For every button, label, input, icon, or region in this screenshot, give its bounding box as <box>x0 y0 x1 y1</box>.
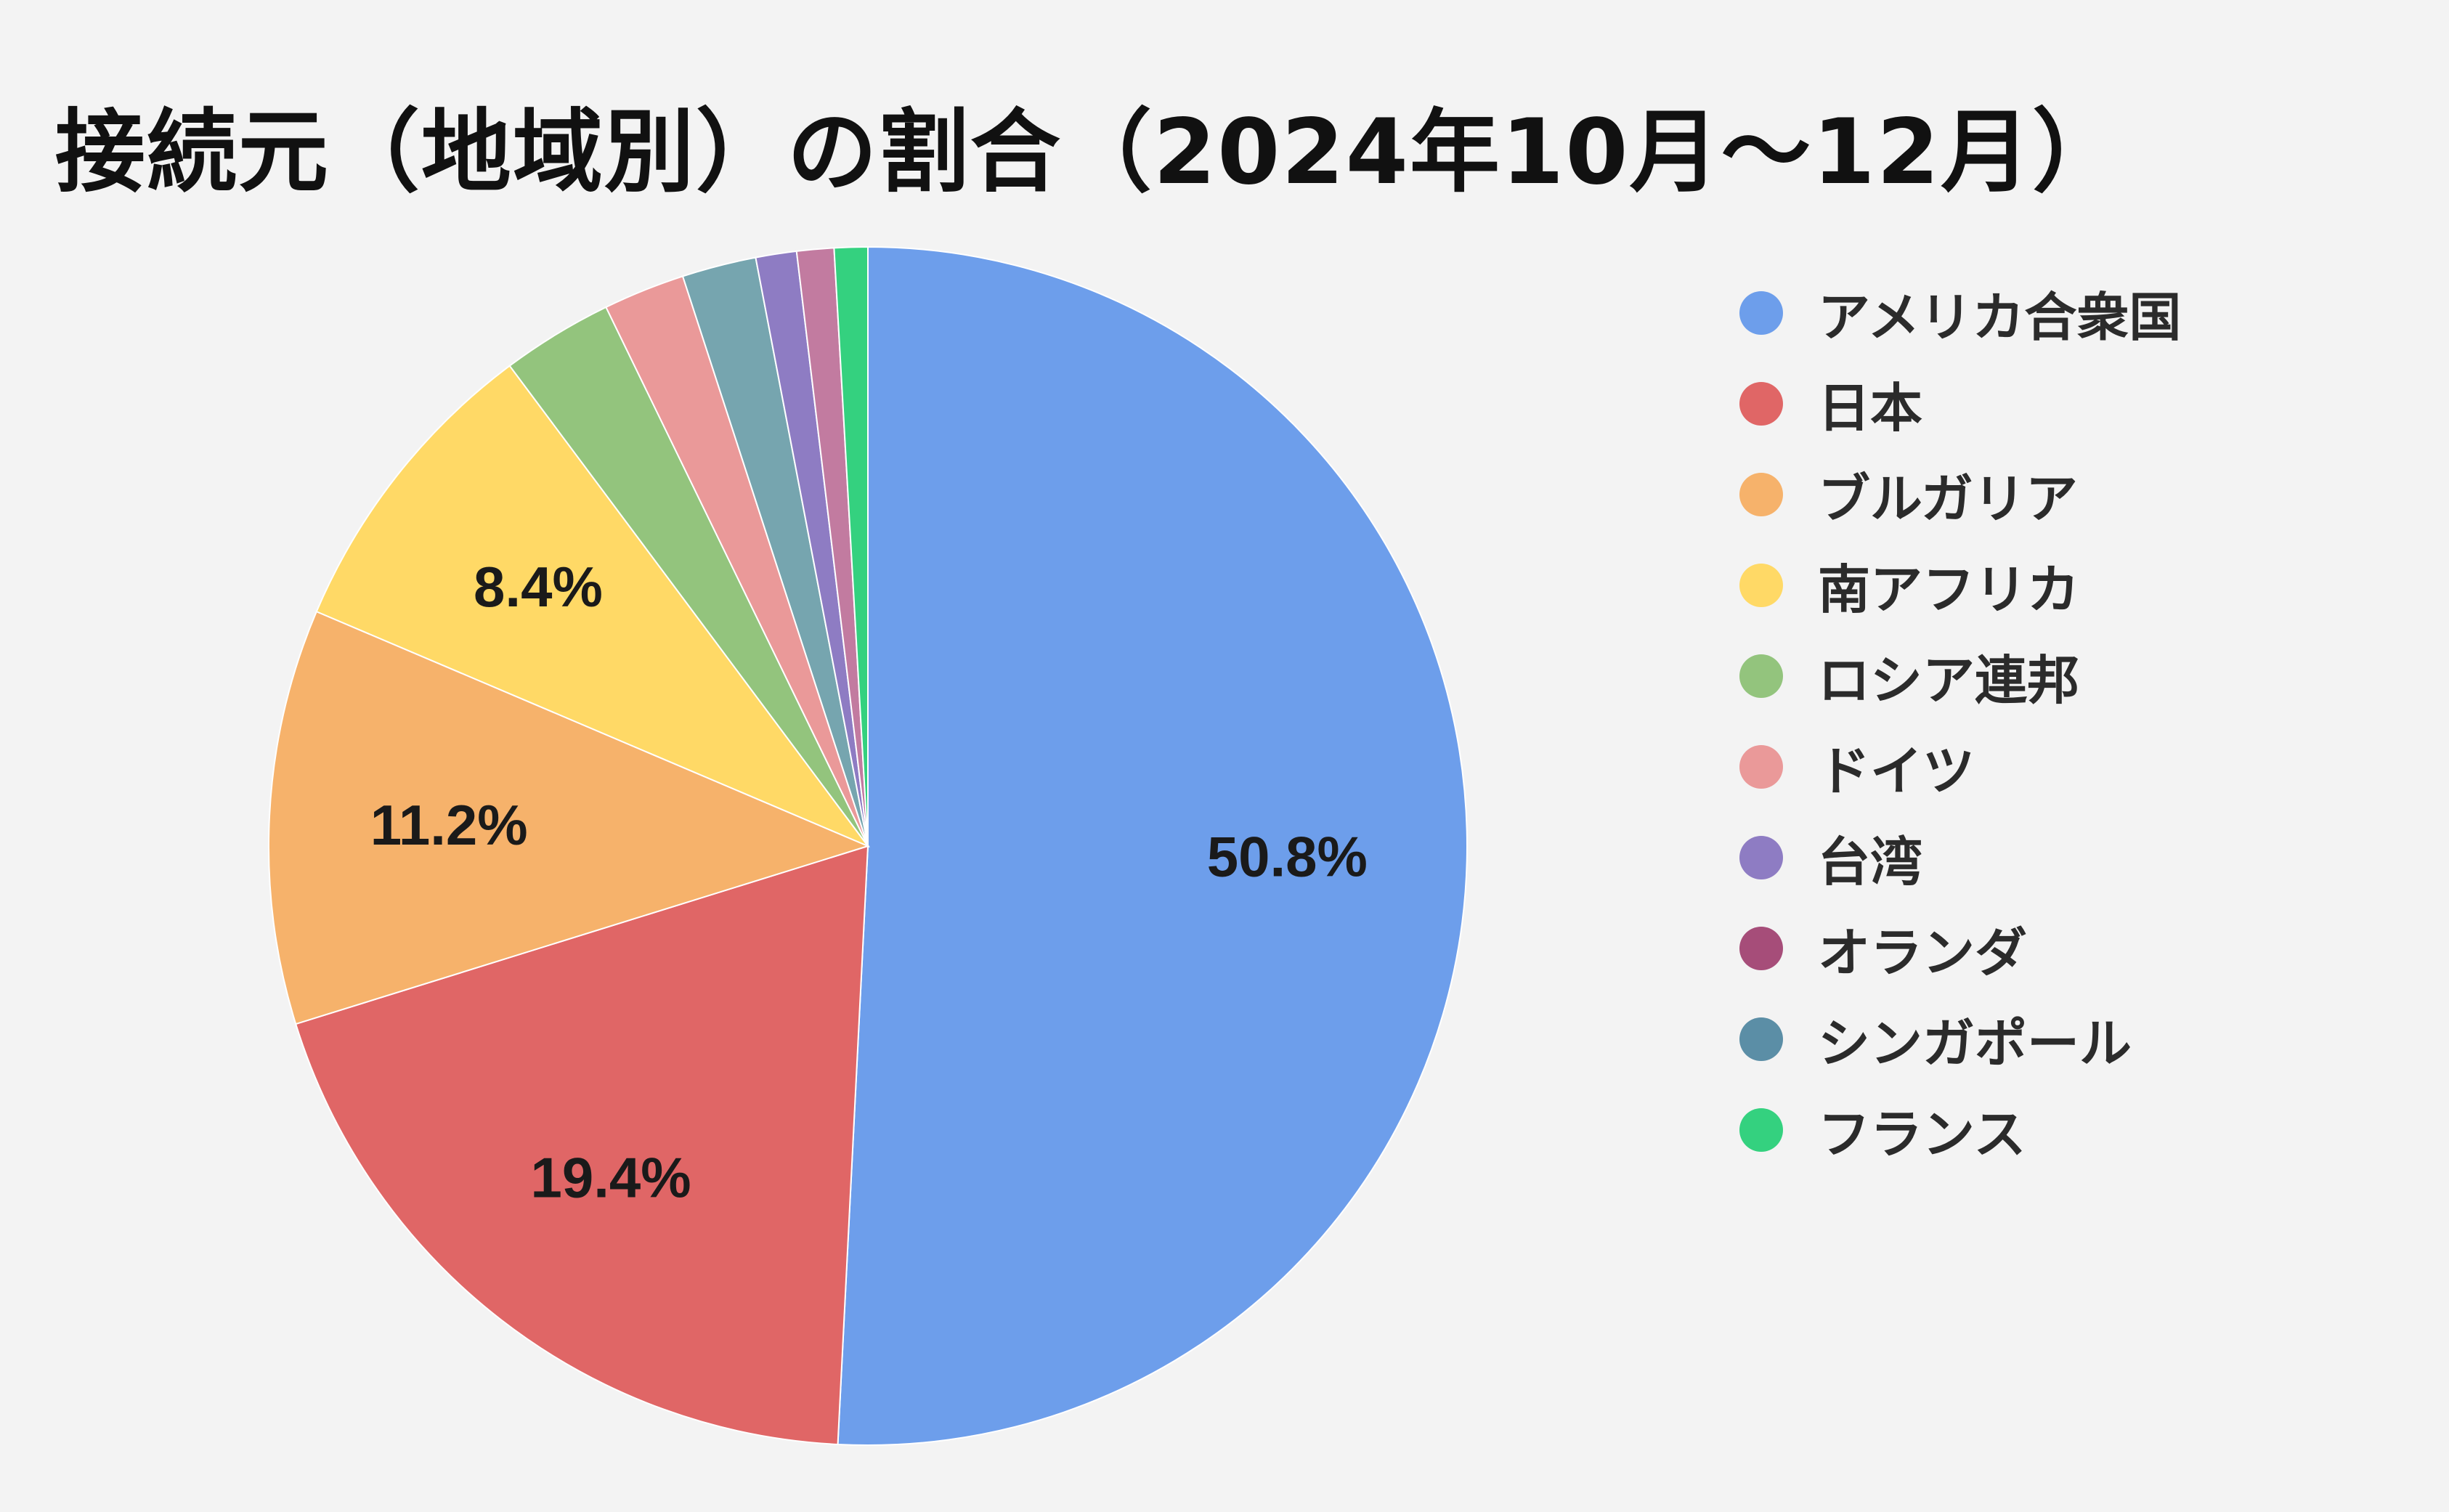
legend-swatch-dot-icon <box>1739 381 1783 426</box>
legend-item: フランス <box>1739 1084 2181 1175</box>
legend-label: ドイツ <box>1818 741 1975 802</box>
legend-item: 台湾 <box>1739 812 2181 903</box>
slice-data-label-3: 8.4% <box>474 555 603 619</box>
legend-item: 南アフリカ <box>1739 540 2181 630</box>
legend-label: ロシア連邦 <box>1818 650 2080 711</box>
pie-slice-2 <box>268 610 870 1025</box>
legend-label: アメリカ合衆国 <box>1818 287 2182 348</box>
legend-item: ドイツ <box>1739 721 2181 812</box>
legend-swatch-dot-icon <box>1739 290 1783 335</box>
legend-swatch-dot-icon <box>1739 1107 1783 1152</box>
legend-swatch-dot-icon <box>1739 654 1783 698</box>
legend-item: オランダ <box>1739 903 2181 993</box>
legend-label: 南アフリカ <box>1818 559 2080 620</box>
legend-swatch-dot-icon <box>1739 744 1783 789</box>
legend-label: フランス <box>1818 1104 2026 1165</box>
legend-swatch-dot-icon <box>1739 1017 1783 1061</box>
slice-data-label-0: 50.8% <box>1207 825 1368 889</box>
legend-item: シンガポール <box>1739 993 2181 1084</box>
legend-swatch-dot-icon <box>1739 835 1783 879</box>
legend-item: ブルガリア <box>1739 449 2181 540</box>
pie-slice-3 <box>315 365 871 848</box>
pie-slice-9 <box>833 245 869 847</box>
legend-item: ロシア連邦 <box>1739 630 2181 721</box>
chart-title: 接続元（地域別）の割合（2024年10月〜12月） <box>54 100 2124 205</box>
pie-slice-0 <box>837 245 1468 1446</box>
legend-swatch-dot-icon <box>1739 563 1783 607</box>
legend-item: 日本 <box>1739 358 2181 449</box>
legend-label: シンガポール <box>1818 1013 2132 1074</box>
legend-label: オランダ <box>1818 922 2028 983</box>
legend-label: ブルガリア <box>1818 468 2078 529</box>
legend-item: アメリカ合衆国 <box>1739 267 2181 358</box>
chart-legend: アメリカ合衆国 日本ブルガリア南アフリカロシア連邦ドイツ台湾オランダシンガポールフ… <box>1739 267 2181 1175</box>
legend-swatch-dot-icon <box>1739 926 1783 970</box>
slice-data-label-1: 19.4% <box>530 1145 691 1209</box>
legend-swatch-dot-icon <box>1739 472 1783 516</box>
slice-data-label-2: 11.2% <box>370 793 528 857</box>
pie-slice-1 <box>294 845 869 1446</box>
legend-label: 日本 <box>1818 378 1923 439</box>
legend-label: 台湾 <box>1818 832 1923 893</box>
